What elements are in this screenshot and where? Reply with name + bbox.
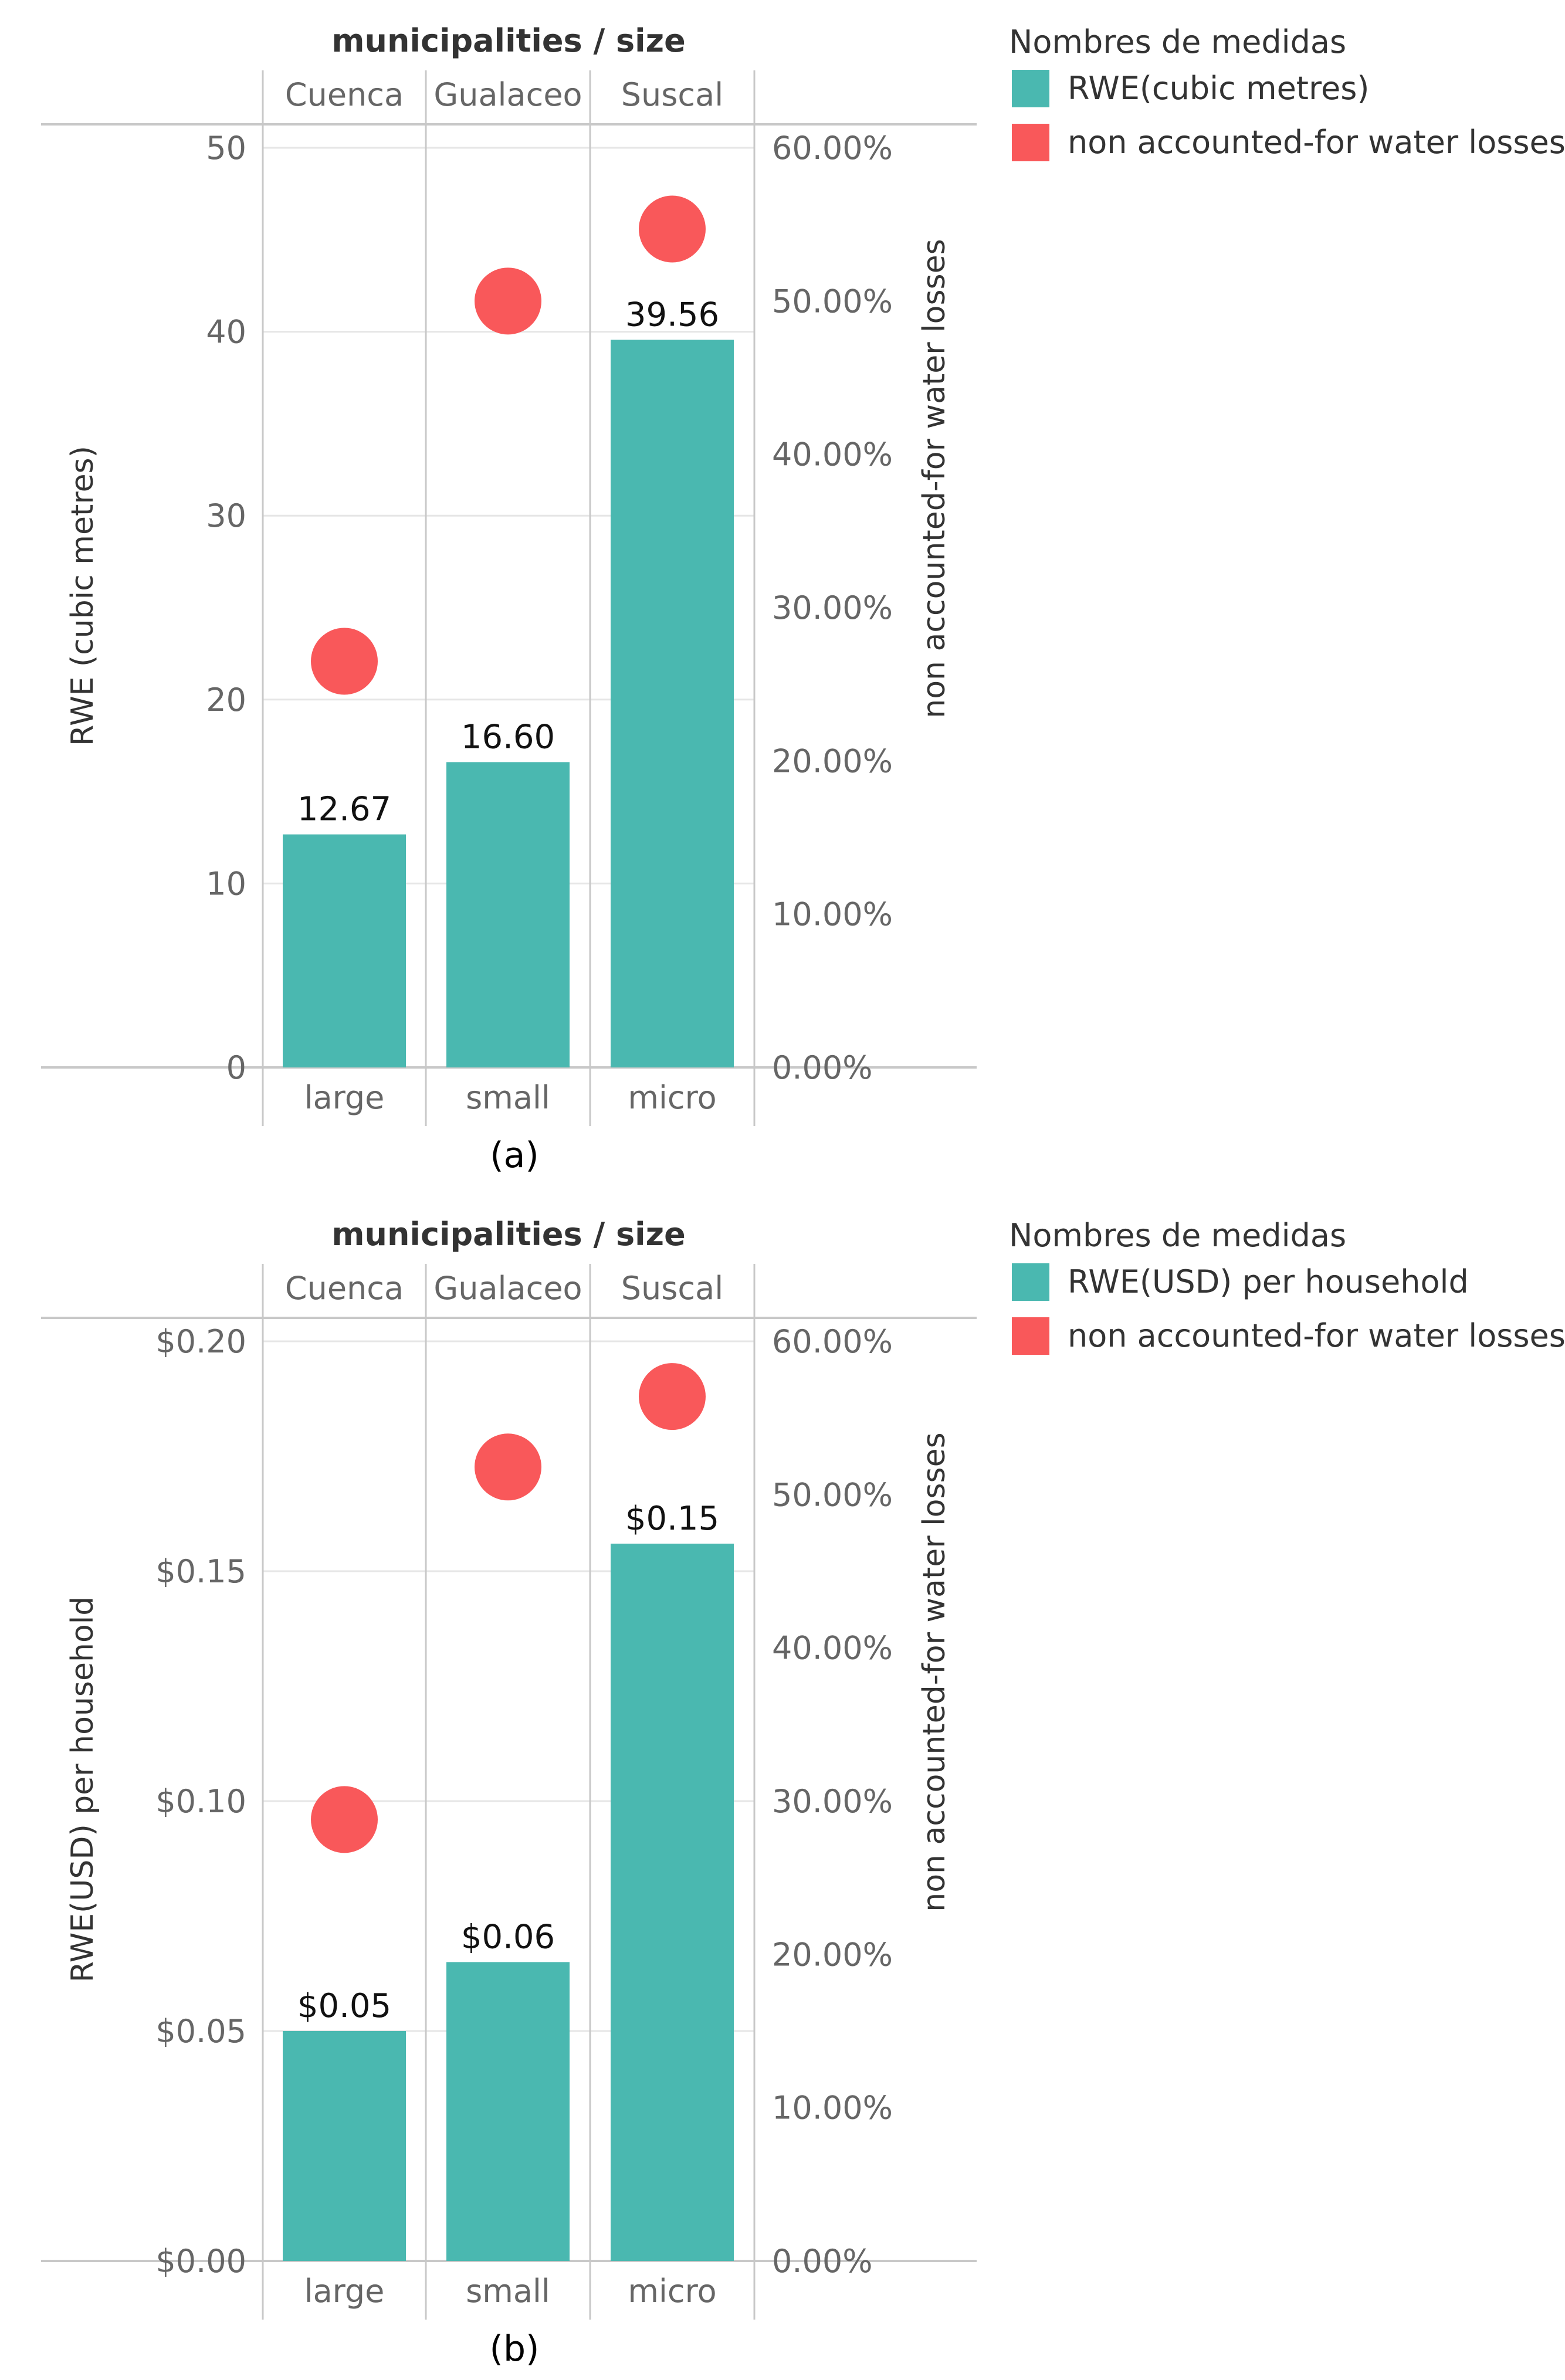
bar-value-label: $0.06 (461, 1918, 555, 1956)
panel-label: (a) (490, 1135, 539, 1176)
loss-point-suscal (639, 1363, 706, 1430)
y2-tick-label: 40.00% (772, 436, 893, 473)
size-label: micro (628, 2273, 716, 2310)
category-label: Suscal (621, 1270, 723, 1307)
size-label: small (466, 2273, 550, 2310)
y-tick-label: 40 (206, 314, 246, 351)
chart-panel-a: municipalities / size Cuenca large Gualaceo… (41, 22, 1565, 1176)
category-label: Cuenca (285, 76, 404, 113)
y-tick-label: 50 (206, 130, 246, 167)
y2-tick-label: 10.00% (772, 2090, 893, 2127)
y2-tick-label: 50.00% (772, 1476, 893, 1513)
loss-point-gualaceo (475, 267, 541, 335)
y2-tick-label: 30.00% (772, 1783, 893, 1820)
y2-tick-label: 20.00% (772, 1936, 893, 1973)
chart-panel-b: municipalities / size Cuenca large Gualaceo… (41, 1216, 1565, 2369)
y2-tick-label: 0.00% (772, 2243, 873, 2280)
panel-label: (b) (490, 2328, 540, 2369)
y-axis-title: RWE (cubic metres) (65, 446, 100, 746)
bar-value-label: 12.67 (297, 791, 391, 829)
bar-cuenca (283, 2031, 406, 2261)
size-label: large (304, 1079, 385, 1116)
loss-point-gualaceo (475, 1433, 541, 1501)
bar-cuenca (283, 834, 406, 1067)
y2-axis-title: non accounted-for water losses (917, 239, 952, 718)
y2-tick-label: 20.00% (772, 743, 893, 779)
loss-point-cuenca (311, 628, 378, 695)
loss-point-suscal (639, 195, 706, 263)
y-tick-label: 0 (226, 1049, 246, 1086)
bar-gualaceo (446, 1962, 570, 2261)
y-tick-label: $0.10 (155, 1783, 246, 1820)
legend-title: Nombres de medidas (1009, 23, 1346, 60)
legend-swatch (1012, 124, 1049, 161)
y2-tick-label: 40.00% (772, 1630, 893, 1667)
y2-tick-label: 60.00% (772, 130, 893, 167)
y-tick-label: $0.20 (155, 1323, 246, 1360)
bar-gualaceo (446, 762, 570, 1067)
legend-item-label: RWE(cubic metres) (1068, 70, 1369, 107)
y-tick-label: $0.05 (155, 2013, 246, 2050)
y2-tick-label: 0.00% (772, 1049, 873, 1086)
legend-swatch (1012, 1317, 1049, 1355)
bar-value-label: $0.15 (625, 1500, 719, 1538)
y-axis-title: RWE(USD) per household (65, 1596, 100, 1982)
y2-tick-label: 60.00% (772, 1323, 893, 1360)
bar-suscal (611, 1543, 734, 2261)
bar-value-label: $0.05 (297, 1987, 391, 2025)
chart-title: municipalities / size (331, 22, 685, 59)
legend-item-label: non accounted-for water losses (1068, 124, 1565, 161)
y2-tick-label: 30.00% (772, 589, 893, 626)
y2-tick-label: 10.00% (772, 896, 893, 933)
legend-item-label: non accounted-for water losses (1068, 1317, 1565, 1354)
bar-value-label: 39.56 (625, 296, 719, 334)
category-label: Gualaceo (433, 1270, 582, 1307)
size-label: micro (628, 1079, 716, 1116)
size-label: large (304, 2273, 385, 2310)
bar-value-label: 16.60 (461, 718, 555, 756)
category-label: Cuenca (285, 1270, 404, 1307)
loss-point-cuenca (311, 1786, 378, 1853)
y2-axis-title: non accounted-for water losses (917, 1432, 952, 1911)
legend-swatch (1012, 1263, 1049, 1301)
y-tick-label: 10 (206, 865, 246, 902)
y-tick-label: 20 (206, 682, 246, 718)
y2-tick-label: 50.00% (772, 283, 893, 320)
y-tick-label: $0.00 (155, 2243, 246, 2280)
legend-swatch (1012, 70, 1049, 107)
legend-item-label: RWE(USD) per household (1068, 1263, 1469, 1300)
category-label: Suscal (621, 76, 723, 113)
category-label: Gualaceo (433, 76, 582, 113)
y-tick-label: $0.15 (155, 1553, 246, 1590)
legend-title: Nombres de medidas (1009, 1217, 1346, 1254)
y-tick-label: 30 (206, 497, 246, 534)
bar-suscal (611, 340, 734, 1067)
chart-title: municipalities / size (331, 1216, 685, 1253)
size-label: small (466, 1079, 550, 1116)
